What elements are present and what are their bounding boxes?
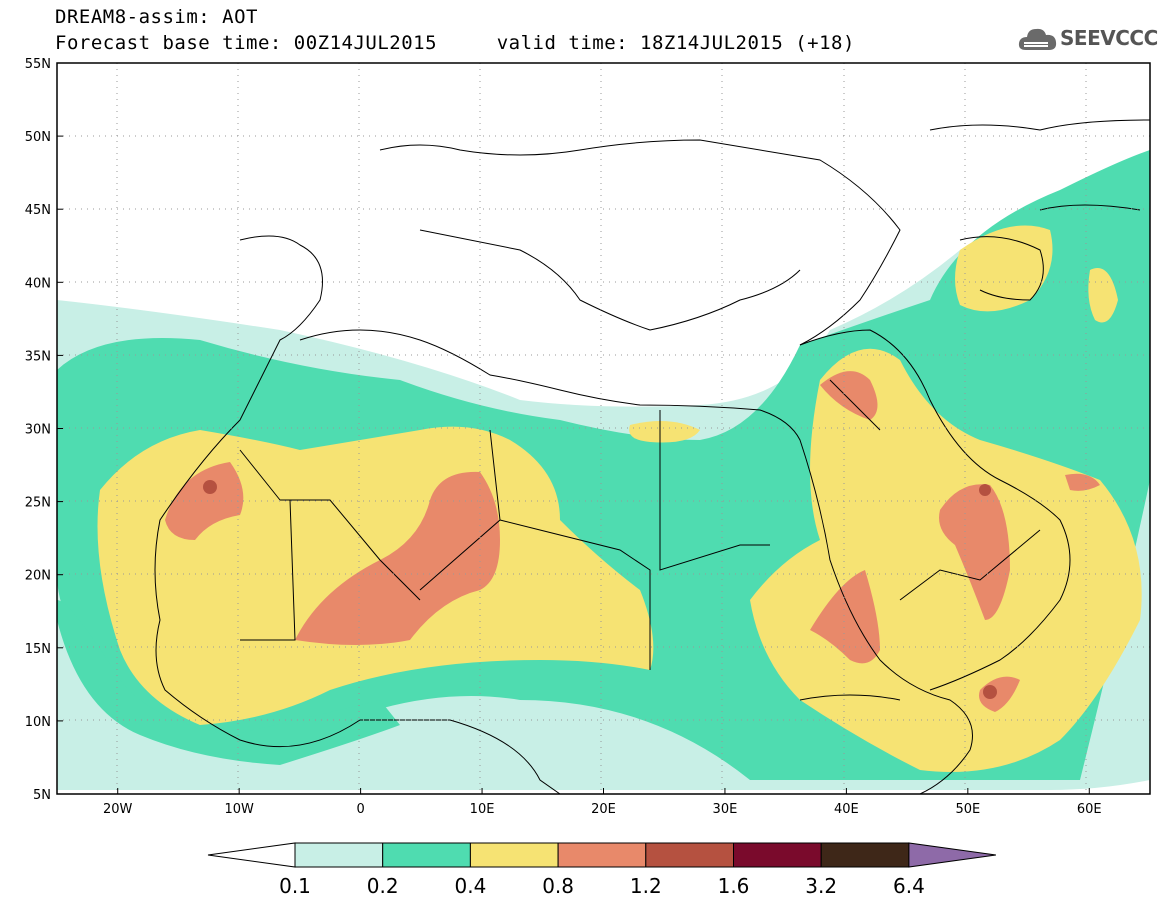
coastlines-borders [154,119,1150,794]
logo-text: SEEVCCC [1060,26,1158,50]
lon-label: 40E [834,802,859,817]
colorbar [207,842,996,868]
lat-label: 20N [25,569,51,584]
colorbar-label: 0.8 [542,874,574,898]
colorbar-swatch [820,842,910,868]
colorbar-label: 1.6 [717,874,750,898]
lat-label: 50N [25,130,51,145]
chart-title: DREAM8-assim: AOT [55,6,258,28]
lat-label: 35N [25,349,51,364]
colorbar-swatch [382,842,471,868]
colorbar-swatch [645,842,734,868]
lon-label: 10W [224,802,254,817]
aot-field [57,150,1150,790]
colorbar-over-triangle [908,842,996,868]
lon-label: 60E [1077,802,1102,817]
colorbar-under-triangle [207,842,296,868]
lon-label: 30E [713,802,738,817]
lat-label: 45N [25,203,51,218]
seevccc-logo: SEEVCCC [1018,22,1158,56]
lon-label: 20E [591,802,616,817]
lon-label: 20W [103,802,133,817]
colorbar-label: 0.1 [279,874,311,898]
lat-label: 5N [33,788,51,803]
colorbar-label: 0.4 [454,874,487,898]
chart-subtitle: Forecast base time: 00Z14JUL2015 valid t… [55,32,855,54]
aot-contour-1.2 [203,480,997,699]
lat-label: 40N [25,276,51,291]
lon-label: 50E [955,802,980,817]
colorbar-label: 3.2 [805,874,838,898]
colorbar-label: 1.2 [629,874,662,898]
colorbar-swatch [733,842,822,868]
colorbar-swatch [469,842,559,868]
map-grid [57,63,1150,794]
latitude-labels: 55N 50N 45N 40N 35N 30N 25N 20N 15N 10N 5N [25,57,63,803]
cloud-logo-icon [1018,28,1057,50]
longitude-labels: 20W 10W 0 10E 20E 30E 40E 50E 60E [103,788,1102,817]
lat-label: 55N [25,57,51,72]
colorbar-label: 6.4 [892,874,925,898]
lon-label: 10E [470,802,495,817]
colorbar-swatch [557,842,647,868]
lat-label: 15N [25,642,51,657]
colorbar-label: 0.2 [366,874,399,898]
colorbar-swatch [294,842,384,868]
lat-label: 10N [25,715,51,730]
lat-label: 25N [25,496,51,511]
lat-label: 30N [25,423,51,438]
lon-label: 0 [356,802,364,817]
